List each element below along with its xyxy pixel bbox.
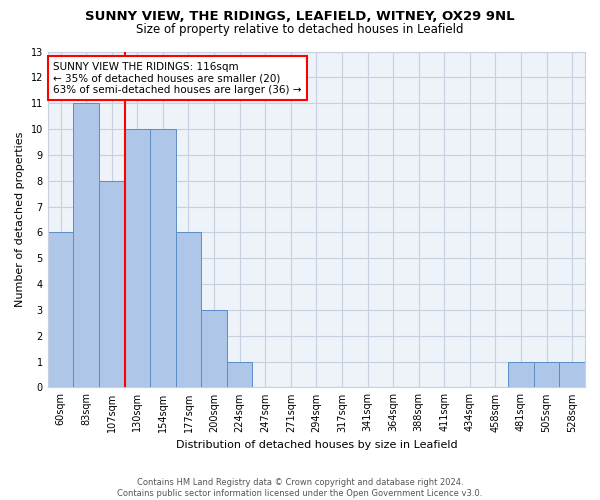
Bar: [150, 129, 176, 388]
Text: Size of property relative to detached houses in Leafield: Size of property relative to detached ho…: [136, 22, 464, 36]
Bar: [534, 362, 559, 388]
Bar: [201, 310, 227, 388]
Bar: [99, 180, 125, 388]
Bar: [48, 232, 73, 388]
X-axis label: Distribution of detached houses by size in Leafield: Distribution of detached houses by size …: [176, 440, 457, 450]
Bar: [176, 232, 201, 388]
Bar: [125, 129, 150, 388]
Text: Contains HM Land Registry data © Crown copyright and database right 2024.
Contai: Contains HM Land Registry data © Crown c…: [118, 478, 482, 498]
Text: SUNNY VIEW, THE RIDINGS, LEAFIELD, WITNEY, OX29 9NL: SUNNY VIEW, THE RIDINGS, LEAFIELD, WITNE…: [85, 10, 515, 23]
Text: SUNNY VIEW THE RIDINGS: 116sqm
← 35% of detached houses are smaller (20)
63% of : SUNNY VIEW THE RIDINGS: 116sqm ← 35% of …: [53, 62, 302, 95]
Bar: [227, 362, 253, 388]
Bar: [508, 362, 534, 388]
Bar: [559, 362, 585, 388]
Y-axis label: Number of detached properties: Number of detached properties: [15, 132, 25, 307]
Bar: [73, 103, 99, 388]
